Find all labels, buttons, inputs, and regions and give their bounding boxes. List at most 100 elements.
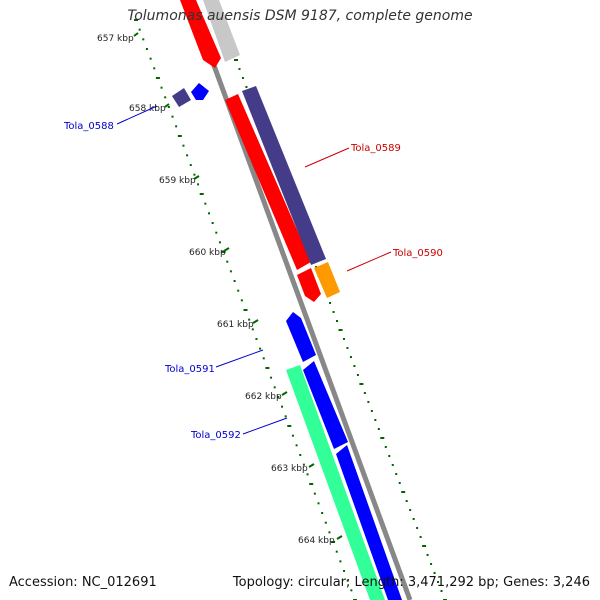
guide-dot xyxy=(329,302,332,304)
accession-label: Accession: NC_012691 xyxy=(9,575,157,590)
guide-dot xyxy=(164,96,167,99)
guide-dot xyxy=(426,554,429,556)
guide-dot xyxy=(241,77,244,79)
gene-label-0590[interactable]: Tola_0590 xyxy=(392,248,443,259)
tick-label-659: 659 kbp xyxy=(159,176,196,186)
tick-mark-661 xyxy=(252,319,259,324)
guide-dot xyxy=(153,67,156,70)
tick-mark-662 xyxy=(281,391,288,396)
guide-dot xyxy=(145,48,148,50)
guide-dot xyxy=(189,164,192,166)
guide-dot xyxy=(350,589,353,592)
guide-dot xyxy=(237,289,240,292)
guide-dot xyxy=(218,241,221,244)
guide-dot xyxy=(171,115,174,118)
gene-blue-seg2 xyxy=(336,445,402,600)
gene-label-0592[interactable]: Tola_0592 xyxy=(190,430,241,441)
tick-label-664: 664 kbp xyxy=(298,536,335,546)
guide-dot xyxy=(229,270,232,273)
guide-dot xyxy=(349,356,352,358)
guide-dot xyxy=(277,396,280,398)
guide-dot xyxy=(226,260,229,263)
guide-dot xyxy=(380,437,385,439)
guide-dot xyxy=(234,59,238,61)
gene-label-0588[interactable]: Tola_0588 xyxy=(63,121,114,132)
guide-dot xyxy=(328,531,331,534)
guide-dot xyxy=(405,500,408,502)
gene-label-0589[interactable]: Tola_0589 xyxy=(350,143,401,154)
guide-dot xyxy=(221,251,226,253)
gene-red-long xyxy=(225,94,311,270)
guide-dot xyxy=(273,386,276,389)
guide-dot xyxy=(299,454,302,456)
guide-dot xyxy=(367,401,370,403)
gene-orange xyxy=(314,262,340,298)
leader-line-0590 xyxy=(346,251,392,272)
gene-cyan xyxy=(286,365,385,600)
tick-label-662: 662 kbp xyxy=(245,392,282,402)
dotted-guide-tracks xyxy=(134,19,447,600)
gene-label-0591[interactable]: Tola_0591 xyxy=(164,364,215,375)
guide-dot xyxy=(317,502,320,505)
guide-dot xyxy=(238,68,241,70)
tick-label-658: 658 kbp xyxy=(129,104,166,114)
guide-dot xyxy=(233,280,236,282)
gene-features xyxy=(172,0,402,600)
guide-dot xyxy=(440,590,443,592)
guide-dot xyxy=(175,125,178,128)
guide-dot xyxy=(332,311,335,313)
gene-red-top xyxy=(180,0,221,68)
guide-dot xyxy=(384,446,387,448)
guide-dot xyxy=(204,202,207,205)
tick-label-661: 661 kbp xyxy=(217,320,254,330)
leader-line-0588 xyxy=(116,105,158,125)
guide-dot xyxy=(215,231,218,234)
guide-dot xyxy=(160,86,163,89)
guide-dot xyxy=(167,106,170,108)
guide-dot xyxy=(138,28,141,31)
guide-dot xyxy=(251,328,254,331)
guide-dot xyxy=(338,329,343,331)
guide-dot xyxy=(346,579,349,582)
tick-marks xyxy=(133,32,343,540)
guide-dot xyxy=(324,521,327,524)
tick-mark-660 xyxy=(223,247,230,252)
guide-dot xyxy=(346,347,349,349)
guide-dot xyxy=(284,415,287,418)
gene-grey-top xyxy=(203,0,240,62)
guide-dot xyxy=(243,309,248,311)
guide-dot xyxy=(315,266,318,268)
guide-dot xyxy=(359,383,364,385)
tick-label-657: 657 kbp xyxy=(97,34,134,44)
guide-dot xyxy=(313,492,316,495)
tick-mark-657 xyxy=(133,32,139,37)
guide-dot xyxy=(433,572,436,574)
guide-dot xyxy=(265,367,270,369)
guide-dot xyxy=(342,338,345,340)
tick-labels: 657 kbp 658 kbp 659 kbp 660 kbp 661 kbp … xyxy=(97,34,335,546)
guide-dot xyxy=(177,135,182,137)
guide-dot xyxy=(395,473,398,475)
guide-dot xyxy=(295,444,298,447)
guide-dot xyxy=(374,419,377,421)
guide-dot xyxy=(134,19,138,21)
gene-purple-long xyxy=(242,86,326,265)
gene-blue-small xyxy=(191,83,209,100)
guide-dot xyxy=(331,541,336,543)
guide-dot xyxy=(259,347,262,350)
guide-dot xyxy=(197,183,200,186)
guide-dot xyxy=(398,482,401,484)
genome-summary: Topology: circular; Length: 3,471,292 bp… xyxy=(232,575,590,590)
gene-blue-seg1 xyxy=(303,361,348,449)
guide-dot xyxy=(208,212,210,215)
leader-line-0589 xyxy=(304,147,350,168)
guide-dot xyxy=(270,376,273,379)
guide-dot xyxy=(302,463,305,466)
backbone-line xyxy=(187,0,413,600)
guide-dot xyxy=(199,193,204,195)
tick-label-663: 663 kbp xyxy=(271,464,308,474)
gene-labels: Tola_0588 Tola_0589 Tola_0590 Tola_0591 … xyxy=(63,105,443,441)
guide-dot xyxy=(321,512,324,514)
guide-dot xyxy=(245,86,248,88)
guide-dot xyxy=(409,509,412,511)
